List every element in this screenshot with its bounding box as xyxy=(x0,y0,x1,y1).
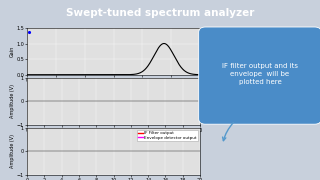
Y-axis label: Amplitude (V): Amplitude (V) xyxy=(10,134,15,168)
Y-axis label: Gain: Gain xyxy=(10,46,15,57)
Text: Swept-tuned spectrum analyzer: Swept-tuned spectrum analyzer xyxy=(66,8,254,18)
FancyBboxPatch shape xyxy=(199,27,320,124)
Y-axis label: Amplitude (V): Amplitude (V) xyxy=(10,84,15,118)
X-axis label: Time (ms): Time (ms) xyxy=(101,134,126,139)
Legend: IF Filter output, Envelope detector output: IF Filter output, Envelope detector outp… xyxy=(137,130,198,141)
X-axis label: Frequency (kHz): Frequency (kHz) xyxy=(94,84,133,89)
Text: IF filter output and its
envelope  will be
plotted here: IF filter output and its envelope will b… xyxy=(222,63,298,85)
